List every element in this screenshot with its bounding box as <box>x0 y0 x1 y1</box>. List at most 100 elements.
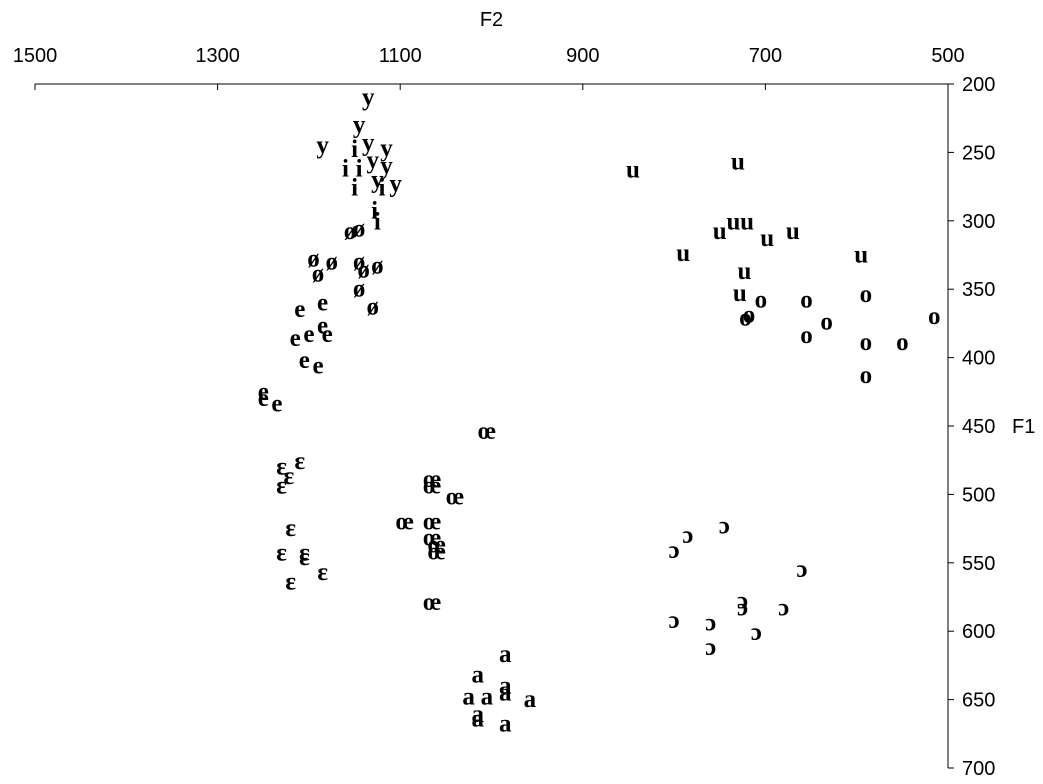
y-axis-f1: F1 200 250 300 350 400 450 500 550 600 650 700 <box>947 74 1035 780</box>
data-point: œ <box>423 589 441 616</box>
data-point: ø <box>307 246 320 273</box>
data-point: e <box>258 385 269 412</box>
data-point: ɛ <box>276 454 287 481</box>
data-point: a <box>472 705 485 732</box>
data-point: y <box>362 84 375 111</box>
data-point: u <box>726 209 740 236</box>
data-point: ø <box>325 248 338 275</box>
data-point: e <box>322 321 333 348</box>
data-point: ø <box>353 216 366 243</box>
data-point: e <box>294 296 305 323</box>
data-point: œ <box>428 532 446 559</box>
data-point: ø <box>353 248 366 275</box>
data-point: u <box>626 157 640 184</box>
data-point: a <box>462 683 475 710</box>
y-tick-label: 400 <box>962 348 995 370</box>
data-point: y <box>380 135 393 162</box>
data-point: i <box>342 155 349 182</box>
y-tick-label: 650 <box>962 690 995 712</box>
data-point: ɔ <box>751 619 762 646</box>
data-point: e <box>271 391 282 418</box>
data-point: i <box>351 174 358 201</box>
data-point: ø <box>367 293 380 320</box>
y-tick-label: 700 <box>962 758 995 780</box>
y-tick-label: 500 <box>962 484 995 506</box>
data-point: u <box>760 225 774 252</box>
data-point: ɔ <box>778 594 789 621</box>
x-tick-label: 700 <box>749 45 782 67</box>
data-point: y <box>367 147 380 174</box>
data-point: ɔ <box>669 537 680 564</box>
data-point: i <box>351 136 358 163</box>
y-tick-label: 200 <box>962 74 995 96</box>
data-point: u <box>854 242 868 269</box>
data-point: i <box>374 209 381 236</box>
data-point: y <box>389 170 402 197</box>
x-tick-label: 1500 <box>13 45 58 67</box>
data-point: u <box>733 280 747 307</box>
data-point: e <box>258 378 269 405</box>
data-point: ɛ <box>317 559 328 586</box>
data-point: u <box>676 240 690 267</box>
data-point: ɔ <box>737 588 748 615</box>
y-axis-ticks: 200 250 300 350 400 450 500 550 600 650 700 <box>948 74 995 780</box>
x-tick-label: 1300 <box>195 45 240 67</box>
data-point: ø <box>353 276 366 303</box>
x-tick-label: 500 <box>931 45 964 67</box>
data-point: ɛ <box>285 515 296 542</box>
data-point: a <box>472 661 485 688</box>
x-axis-ticks: 1500 1300 1100 900 700 500 <box>13 45 965 90</box>
data-point: y <box>316 132 329 159</box>
data-point: e <box>317 313 328 340</box>
data-point: o <box>860 362 873 389</box>
data-point: ɛ <box>299 540 310 567</box>
y-tick-label: 600 <box>962 621 995 643</box>
data-point: a <box>524 686 537 713</box>
data-point: i <box>356 155 363 182</box>
data-point: ɛ <box>276 473 287 500</box>
data-point: u <box>737 258 751 285</box>
y-tick-label: 450 <box>962 416 995 438</box>
data-point: a <box>472 701 485 728</box>
data-point: ɔ <box>669 607 680 634</box>
data-point: e <box>312 352 323 379</box>
data-point: ɔ <box>719 512 730 539</box>
data-point: y <box>371 166 384 193</box>
data-point: œ <box>423 508 441 535</box>
data-point: ø <box>357 257 370 284</box>
x-axis-f2: F2 1500 1300 1100 900 700 500 <box>13 9 965 90</box>
data-point: ø <box>312 261 325 288</box>
data-point: ɛ <box>299 544 310 571</box>
data-point: œ <box>396 508 414 535</box>
data-point: u <box>786 218 800 245</box>
data-point: o <box>739 304 752 331</box>
data-point: œ <box>478 418 496 445</box>
vowel-series: ii ii iii <box>342 136 386 236</box>
data-point: i <box>371 198 378 225</box>
data-point: o <box>928 303 941 330</box>
data-point: o <box>896 329 909 356</box>
data-point: o <box>800 322 813 349</box>
data-point: e <box>290 325 301 352</box>
data-point: u <box>731 148 745 175</box>
data-point: y <box>353 112 366 139</box>
data-point: i <box>378 174 385 201</box>
data-point: a <box>499 641 512 668</box>
x-tick-label: 1100 <box>379 45 422 67</box>
data-point: e <box>317 289 328 316</box>
data-point: o <box>743 302 756 329</box>
data-point: u <box>740 209 754 236</box>
data-point: e <box>303 321 314 348</box>
data-point: e <box>299 347 310 374</box>
x-tick-label: 900 <box>566 45 599 67</box>
data-point: o <box>800 287 813 314</box>
y-tick-label: 300 <box>962 211 995 233</box>
vowel-series: aa aaa a aaa a <box>462 641 536 738</box>
